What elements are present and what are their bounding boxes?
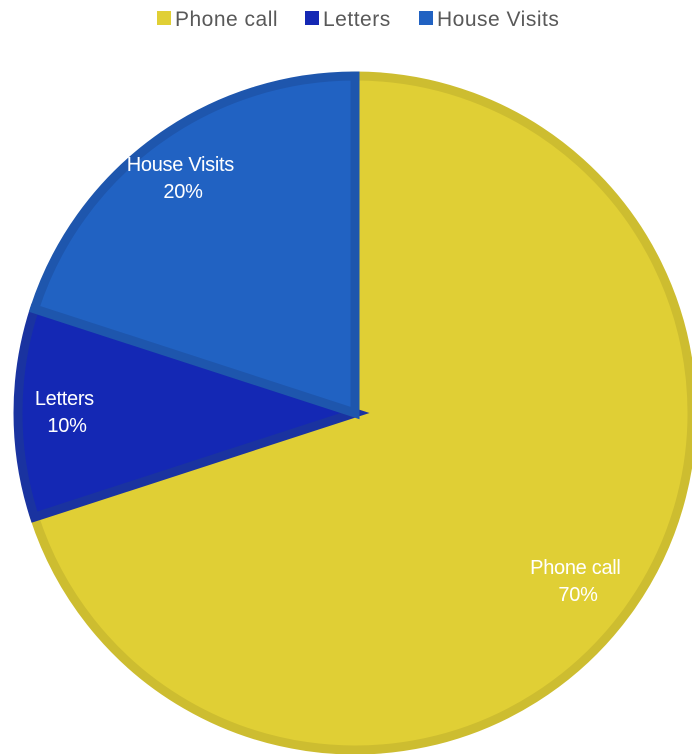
legend-item-house-visits: House Visits — [419, 8, 559, 31]
chart-legend: Phone call Letters House Visits — [157, 8, 559, 31]
slice-label-phone-call: Phone call 70% — [530, 557, 626, 606]
slice-labels: Phone call 70% Letters 10% House Visits … — [35, 154, 626, 606]
slice-percent-phone-call: 70% — [558, 584, 598, 606]
pie-slice-house-visits — [28, 71, 360, 420]
legend-label-letters: Letters — [323, 8, 391, 31]
slice-percent-house-visits: 20% — [163, 181, 203, 203]
legend-swatch-phone-call — [157, 11, 171, 25]
slice-percent-letters: 10% — [47, 415, 87, 437]
slice-category-phone-call: Phone call — [530, 557, 620, 579]
legend-item-letters: Letters — [305, 8, 391, 31]
legend-label-house-visits: House Visits — [437, 8, 559, 31]
pie-slice-letters — [13, 303, 370, 523]
slice-category-house-visits: House Visits — [127, 154, 234, 176]
legend-item-phone-call: Phone call — [157, 8, 278, 31]
slice-label-letters: Letters 10% — [35, 388, 99, 437]
legend-swatch-house-visits — [419, 11, 433, 25]
slice-label-house-visits: House Visits 20% — [127, 154, 239, 203]
legend-label-phone-call: Phone call — [175, 8, 278, 31]
legend-swatch-letters — [305, 11, 319, 25]
pie-slices — [13, 71, 692, 754]
slice-category-letters: Letters — [35, 388, 94, 410]
